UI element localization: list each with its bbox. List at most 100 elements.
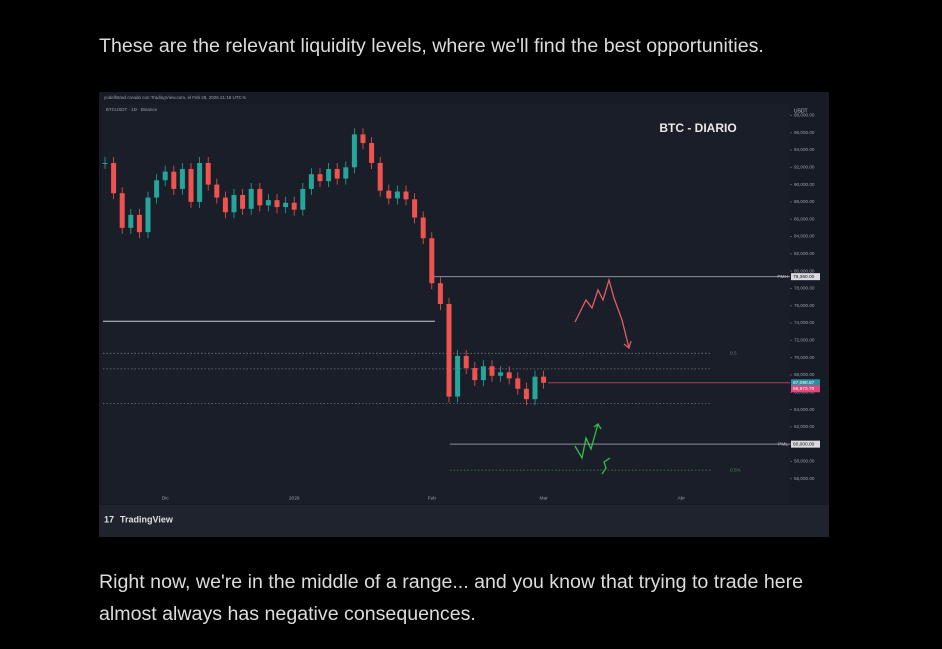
candle (343, 167, 349, 179)
scenario-arrow (574, 277, 630, 349)
candle (171, 171, 177, 189)
level-name: 0.5 (730, 351, 737, 357)
symbol: BTCUSDT · 1D · Binance (106, 107, 158, 112)
candle (532, 376, 538, 400)
y-tick-label: 76,000.00 (794, 303, 815, 308)
arrow-head (593, 423, 602, 430)
price-tag (791, 385, 820, 393)
price-tag-label: 60,000.00 (793, 441, 815, 447)
chart-header: yodelfstrad creado con TradingView.com, … (104, 95, 246, 100)
y-tick-label: 84,000.00 (794, 234, 815, 239)
candle (420, 217, 426, 239)
candle (111, 162, 117, 194)
price-tag-label: 66,973.70 (793, 386, 815, 392)
y-tick-label: 64,000.00 (794, 407, 815, 412)
paragraph: These are the relevant liquidity levels,… (99, 35, 764, 57)
candle (300, 188, 306, 210)
candle (480, 366, 486, 381)
y-tick-label: 86,000.00 (794, 216, 815, 221)
candle (222, 197, 228, 213)
scenario-arrow (601, 457, 611, 475)
level-name: PMH (777, 274, 788, 280)
candle (506, 372, 512, 379)
candle (205, 162, 211, 185)
y-tick-label: 80,000.00 (794, 268, 815, 273)
y-tick-label: 98,000.00 (794, 113, 815, 118)
y-tick-label: 94,000.00 (794, 147, 815, 152)
chart-title: BTC - DIARIO (659, 121, 736, 135)
scenario-arrow (574, 423, 599, 460)
candle (515, 378, 521, 389)
candle (498, 372, 504, 376)
candle (291, 202, 297, 210)
candle (162, 171, 168, 181)
y-tick-label: 78,000.00 (794, 286, 815, 291)
y-tick-label: 56,000.00 (794, 476, 815, 481)
candle (248, 188, 254, 209)
price-tag-label: 79,360.00 (793, 274, 815, 280)
candle (145, 197, 151, 233)
price-tag (791, 379, 820, 387)
candle (188, 169, 194, 202)
y-tick-label: 92,000.00 (794, 165, 815, 170)
y-tick-label: 82,000.00 (794, 251, 815, 256)
candle (455, 355, 461, 397)
candle (429, 238, 435, 284)
candle (214, 184, 220, 198)
candle (231, 194, 237, 213)
candle (463, 355, 469, 369)
currency: USDT (794, 108, 808, 114)
candle (394, 191, 400, 199)
y-tick-label: 88,000.00 (794, 199, 815, 204)
arrow-head (623, 340, 632, 350)
candle (128, 214, 134, 228)
x-tick-label: Dic (162, 495, 170, 501)
candle (317, 174, 323, 182)
candle (523, 388, 529, 400)
price-tag (791, 440, 820, 448)
candle (283, 202, 289, 208)
candle (197, 162, 203, 202)
candle (240, 194, 246, 209)
y-tick-label: 72,000.00 (794, 338, 815, 343)
candle (274, 200, 280, 208)
candle (472, 368, 478, 381)
candle (437, 283, 443, 304)
candle (360, 134, 366, 144)
candle (334, 169, 340, 179)
y-tick-label: 68,000.00 (794, 372, 815, 377)
price-tag-label: 67,090.67 (793, 380, 815, 386)
brand: TradingView (120, 514, 174, 524)
footer-bar (99, 505, 829, 537)
y-tick-label: 58,000.00 (794, 459, 815, 464)
price-tag (791, 273, 820, 281)
candle (541, 376, 547, 383)
candle (412, 199, 418, 218)
brand-logo: 17 (104, 514, 114, 524)
candle (136, 214, 142, 233)
level-name: 0.5% (730, 467, 742, 473)
x-tick-label: Mar (539, 495, 548, 501)
x-tick-label: Abr (677, 495, 685, 501)
candle (377, 162, 383, 191)
y-tick-label: 70,000.00 (794, 355, 815, 360)
candle (326, 169, 332, 182)
plot-area (102, 104, 790, 504)
candle (386, 190, 392, 199)
candle (446, 303, 452, 397)
candle (179, 169, 185, 189)
y-tick-label: 74,000.00 (794, 320, 815, 325)
candle (119, 193, 125, 228)
candle (265, 200, 271, 206)
x-tick-label: 2026 (289, 495, 300, 501)
candle (369, 143, 375, 163)
level-name: PML (778, 441, 788, 447)
x-tick-label: Feb (428, 495, 437, 501)
paragraph: Right now, we're in the middle of a rang… (99, 571, 804, 625)
candle (154, 180, 160, 198)
candle (308, 174, 314, 189)
candle (102, 162, 108, 164)
candle (489, 366, 495, 376)
